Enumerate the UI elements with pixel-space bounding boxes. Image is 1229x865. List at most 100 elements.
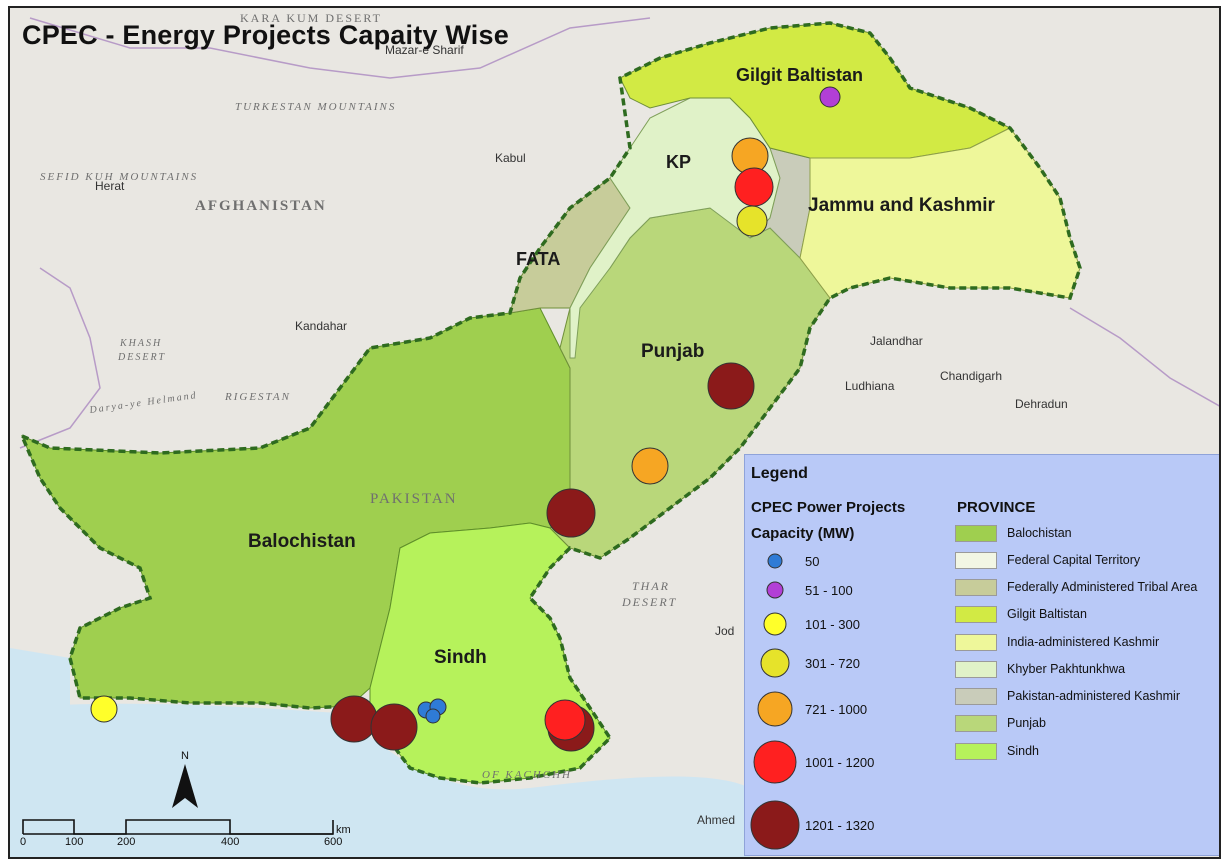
region-label-jk: Jammu and Kashmir [808,195,995,216]
province-swatch-fata [955,579,997,596]
city-ahmedabad: Ahmed [697,813,735,827]
capacity-label: 301 - 720 [805,656,860,671]
label-rigestan: RIGESTAN [224,391,291,403]
capacity-label: 1201 - 1320 [805,818,875,833]
label-pakistan: PAKISTAN [370,491,458,507]
legend-capacity-item: 50 [745,551,945,571]
legend-province-heading: PROVINCE [957,499,1036,516]
province-label: Federal Capital Territory [1007,553,1141,567]
scale-tick-600: 600 [324,836,343,848]
project-marker-kp-yellow[interactable] [736,205,768,237]
project-marker-gilgit[interactable] [819,86,841,108]
city-chandigarh: Chandigarh [940,369,1002,383]
legend-title: Legend [751,465,808,482]
province-label: Balochistan [1007,526,1072,540]
city-jodhpur: Jod [715,624,734,638]
province-swatch-punjab [955,715,997,732]
map-canvas[interactable]: KARA KUM DESERT TURKESTAN MOUNTAINS SEFI… [10,8,1221,859]
scale-unit: km [336,824,351,836]
capacity-label: 50 [805,554,820,569]
label-thar-desert: DESERT [621,595,677,609]
capacity-symbol-721-1000 [757,691,793,727]
north-label: N [181,750,189,762]
scale-tick-400: 400 [221,836,240,848]
scale-bar-graphic [22,819,334,835]
city-herat: Herat [95,179,125,193]
province-label: Gilgit Baltistan [1007,607,1087,621]
capacity-symbol-1001-1200 [753,740,797,784]
legend-capacity-item: 1001 - 1200 [745,740,945,784]
province-label: Khyber Pakhtunkhwa [1007,662,1126,676]
label-khash-desert: DESERT [117,352,166,363]
label-turkestan: TURKESTAN MOUNTAINS [235,101,396,113]
capacity-label: 1001 - 1200 [805,755,875,770]
project-marker-jhimpir-3[interactable] [425,708,441,724]
iran-border [19,267,101,449]
label-karakum: KARA KUM DESERT [240,11,382,25]
scale-bar: 0 100 200 400 600 km [20,816,352,856]
province-swatch-sindh [955,743,997,760]
region-label-balochistan: Balochistan [248,531,356,552]
city-mazar: Mazar-e Sharif [385,43,464,57]
province-swatch-balochistan [955,525,997,542]
scale-tick-0: 0 [20,836,27,848]
province-label: Punjab [1007,716,1046,730]
label-afghanistan: AFGHANISTAN [195,198,327,214]
legend-capacity-item: 101 - 300 [745,611,945,637]
project-marker-gwadar[interactable] [90,695,118,723]
province-label: Pakistan-administered Kashmir [1007,689,1180,703]
pakistan-boundary [18,21,1082,785]
legend-capacity-heading: Capacity (MW) [751,525,855,542]
capacity-symbol-1201-1320 [750,800,800,850]
capacity-label: 101 - 300 [805,617,860,632]
legend-capacity-item: 721 - 1000 [745,691,945,727]
province-label: Sindh [1007,744,1039,758]
legend-capacity-item: 51 - 100 [745,579,945,601]
region-label-sindh: Sindh [434,647,487,668]
map-frame: KARA KUM DESERT TURKESTAN MOUNTAINS SEFI… [8,6,1221,859]
city-dehradun: Dehradun [1015,397,1068,411]
province-swatch-india-kashmir [955,634,997,651]
province-label: Federally Administered Tribal Area [1007,580,1198,594]
arabian-sea [10,703,750,857]
capacity-symbol-50 [767,553,783,569]
label-darya: Darya-ye Helmand [88,390,198,416]
project-marker-hub[interactable] [330,695,378,743]
capacity-symbol-51-100 [766,581,784,599]
project-marker-kp-red[interactable] [734,167,774,207]
legend-capacity-item: 301 - 720 [745,648,945,678]
project-marker-thar-red[interactable] [544,699,586,741]
afghanistan-border [29,17,651,79]
north-arrow-icon [172,764,198,808]
city-kabul: Kabul [495,151,526,165]
region-label-gilgit: Gilgit Baltistan [736,65,863,85]
province-swatch-kp [955,661,997,678]
capacity-label: 721 - 1000 [805,702,868,717]
project-marker-punjab-bahawalpur[interactable] [631,447,669,485]
label-kachchh: OF KACHCHH [482,769,572,781]
project-marker-rahim-yar-khan[interactable] [546,488,596,538]
india-border [1069,307,1219,407]
north-arrow: N [170,750,200,810]
province-swatch-gilgit [955,606,997,623]
capacity-symbol-101-300 [763,612,787,636]
legend-projects-heading: CPEC Power Projects [751,499,906,516]
label-khash: KHASH [119,338,162,349]
project-marker-port-qasim[interactable] [370,703,418,751]
label-thar: THAR [632,579,670,593]
city-kandahar: Kandahar [295,319,347,333]
legend-panel: Legend CPEC Power Projects Capacity (MW)… [744,454,1219,856]
province-swatch-pak-kashmir [955,688,997,705]
province-label: India-administered Kashmir [1007,635,1160,649]
city-jalandhar: Jalandhar [870,334,923,348]
scale-tick-100: 100 [65,836,84,848]
label-sefid: SEFID KUH MOUNTAINS [40,171,198,183]
region-label-kp: KP [666,152,691,172]
legend-capacity-item: 1201 - 1320 [745,800,945,850]
capacity-symbol-301-720 [760,648,790,678]
project-marker-punjab-sahiwal[interactable] [707,362,755,410]
sea-lower-left [10,648,70,708]
region-label-fata: FATA [516,249,560,269]
map-title: CPEC - Energy Projects Capaity Wise [22,20,509,50]
capacity-label: 51 - 100 [805,583,853,598]
